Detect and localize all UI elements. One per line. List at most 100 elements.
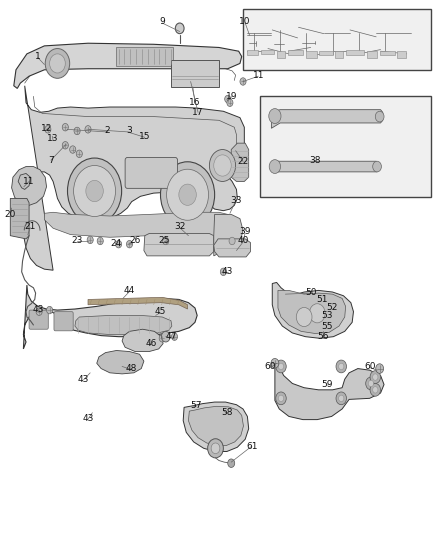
Polygon shape <box>14 43 242 88</box>
Text: 23: 23 <box>71 237 83 246</box>
Polygon shape <box>188 406 244 446</box>
Circle shape <box>276 392 286 405</box>
Circle shape <box>276 360 286 373</box>
Circle shape <box>373 374 378 380</box>
Circle shape <box>279 364 284 369</box>
Polygon shape <box>44 212 232 237</box>
Circle shape <box>296 308 312 327</box>
Polygon shape <box>214 214 243 256</box>
Polygon shape <box>214 239 251 257</box>
Polygon shape <box>88 297 187 309</box>
Circle shape <box>36 308 42 316</box>
Text: 58: 58 <box>221 408 233 417</box>
Circle shape <box>49 54 65 73</box>
Text: 11: 11 <box>253 70 264 79</box>
Circle shape <box>67 158 122 224</box>
Text: 3: 3 <box>127 126 132 135</box>
Bar <box>380 51 395 55</box>
Text: 25: 25 <box>159 237 170 246</box>
Circle shape <box>46 306 53 314</box>
Circle shape <box>373 386 378 393</box>
Text: 17: 17 <box>192 108 204 117</box>
Text: 60: 60 <box>265 362 276 371</box>
Circle shape <box>159 335 165 342</box>
Circle shape <box>175 23 184 34</box>
Bar <box>261 50 274 54</box>
Text: 53: 53 <box>321 311 333 320</box>
Polygon shape <box>12 166 46 205</box>
Bar <box>346 50 364 55</box>
Text: 22: 22 <box>237 157 249 166</box>
Polygon shape <box>18 173 30 189</box>
Circle shape <box>97 237 103 245</box>
Text: 2: 2 <box>105 126 110 135</box>
Text: 52: 52 <box>326 303 337 312</box>
Text: 50: 50 <box>305 287 316 296</box>
Circle shape <box>336 360 346 373</box>
Circle shape <box>179 184 196 205</box>
Polygon shape <box>272 282 353 338</box>
Bar <box>277 51 286 58</box>
Text: 60: 60 <box>364 362 375 371</box>
Circle shape <box>70 146 76 154</box>
Bar <box>397 51 406 58</box>
Circle shape <box>279 395 284 401</box>
Circle shape <box>87 236 93 244</box>
Circle shape <box>62 142 68 149</box>
Circle shape <box>227 99 233 107</box>
Text: 11: 11 <box>23 177 35 186</box>
Text: 43: 43 <box>78 375 89 384</box>
Bar <box>367 51 378 58</box>
Text: 15: 15 <box>139 132 151 141</box>
Text: 21: 21 <box>25 222 36 231</box>
Bar <box>171 60 219 87</box>
Text: 13: 13 <box>47 134 59 143</box>
Bar <box>319 51 332 55</box>
Circle shape <box>116 240 122 248</box>
Text: 12: 12 <box>41 124 52 133</box>
Polygon shape <box>11 198 29 239</box>
Polygon shape <box>97 351 144 374</box>
Circle shape <box>214 155 231 176</box>
Circle shape <box>366 377 376 390</box>
Circle shape <box>171 333 177 341</box>
Polygon shape <box>22 86 244 270</box>
Text: 1: 1 <box>35 52 41 61</box>
Circle shape <box>62 124 68 131</box>
Text: 61: 61 <box>246 442 258 451</box>
Circle shape <box>229 237 235 245</box>
Circle shape <box>309 304 325 323</box>
Circle shape <box>376 364 384 373</box>
Circle shape <box>269 109 281 124</box>
Text: 43: 43 <box>222 268 233 276</box>
Text: 48: 48 <box>126 364 138 373</box>
Circle shape <box>45 126 51 133</box>
Polygon shape <box>272 110 383 128</box>
Circle shape <box>45 49 70 78</box>
Circle shape <box>85 126 91 133</box>
Text: 24: 24 <box>111 239 122 248</box>
FancyBboxPatch shape <box>125 158 177 188</box>
Polygon shape <box>23 285 197 349</box>
Polygon shape <box>144 233 214 256</box>
Circle shape <box>74 127 80 135</box>
Bar <box>261 96 431 197</box>
Circle shape <box>336 392 346 405</box>
Circle shape <box>161 332 170 342</box>
Bar <box>306 51 317 58</box>
FancyBboxPatch shape <box>54 312 73 331</box>
Circle shape <box>370 370 381 383</box>
Polygon shape <box>278 290 346 334</box>
Circle shape <box>339 395 344 401</box>
Text: 57: 57 <box>191 401 202 410</box>
Circle shape <box>76 150 82 158</box>
Text: 51: 51 <box>316 295 327 304</box>
Circle shape <box>208 439 223 458</box>
Text: 55: 55 <box>321 321 333 330</box>
Text: 39: 39 <box>240 228 251 237</box>
Circle shape <box>271 359 279 368</box>
Circle shape <box>225 95 231 103</box>
Text: 44: 44 <box>124 286 135 295</box>
Circle shape <box>339 364 344 369</box>
Polygon shape <box>122 329 163 352</box>
